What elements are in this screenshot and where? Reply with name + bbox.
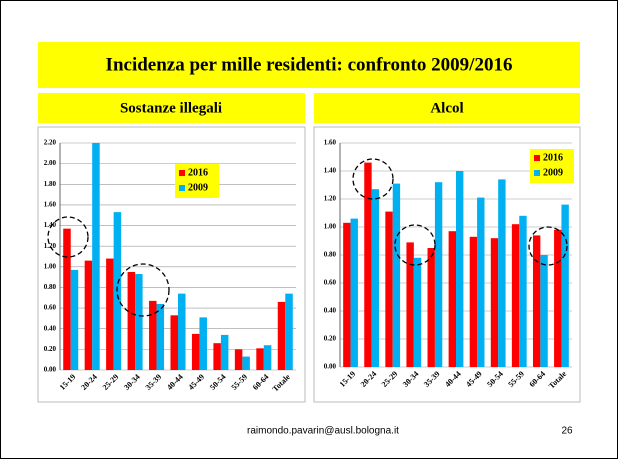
bar xyxy=(92,143,100,370)
legend-swatch xyxy=(179,170,185,176)
bar xyxy=(511,224,520,367)
bar xyxy=(178,293,186,370)
y-tick-label: 1.20 xyxy=(44,242,57,250)
chart-title: Alcol xyxy=(430,100,463,116)
legend-label: 2009 xyxy=(543,167,563,178)
y-tick-label: 1.00 xyxy=(44,262,57,270)
y-tick-label: 1.40 xyxy=(44,221,57,229)
bar xyxy=(532,235,541,367)
bar xyxy=(156,303,165,370)
bar xyxy=(434,182,443,367)
bar xyxy=(477,197,485,367)
bar xyxy=(364,162,372,367)
highlight-circle xyxy=(47,216,89,258)
bar xyxy=(385,211,393,367)
bar xyxy=(540,255,548,367)
legend-box xyxy=(175,164,219,198)
bar xyxy=(343,222,351,367)
bar xyxy=(371,189,380,367)
y-tick-label: 1.40 xyxy=(324,167,337,175)
bar xyxy=(427,248,435,367)
y-tick-label: 1.80 xyxy=(44,180,57,188)
y-tick-label: 0.80 xyxy=(44,283,57,291)
bar xyxy=(519,215,527,367)
subtitle-box xyxy=(38,93,305,123)
highlight-circle xyxy=(352,158,394,200)
y-tick-label: 0.80 xyxy=(324,251,337,259)
title-box xyxy=(38,42,580,88)
bar xyxy=(469,236,478,367)
y-tick-label: 1.60 xyxy=(324,139,337,147)
bar xyxy=(191,333,200,370)
highlight-circle xyxy=(528,226,568,266)
chart-title: Sostanze illegali xyxy=(120,100,222,116)
y-tick-label: 1.60 xyxy=(44,201,57,209)
bar xyxy=(285,293,293,370)
legend-label: 2009 xyxy=(188,182,208,193)
highlight-circle xyxy=(394,224,436,266)
y-tick-label: 1.00 xyxy=(324,223,337,231)
y-tick-label: 0.60 xyxy=(44,304,57,312)
bar xyxy=(84,260,93,370)
legend-swatch xyxy=(179,185,185,191)
bar xyxy=(220,334,229,370)
bar xyxy=(149,300,157,370)
y-tick-label: 0.00 xyxy=(324,363,337,371)
legend-swatch xyxy=(534,170,540,176)
y-tick-label: 0.60 xyxy=(324,279,337,287)
subtitle-box xyxy=(314,93,580,123)
y-tick-label: 0.20 xyxy=(44,345,57,353)
bar xyxy=(392,183,401,367)
bar xyxy=(135,274,143,370)
y-tick-label: 0.00 xyxy=(44,366,57,374)
bar xyxy=(106,258,114,370)
bar xyxy=(70,269,79,370)
legend-swatch xyxy=(534,155,540,161)
bar xyxy=(350,218,358,367)
footer: raimondo.pavarin@ausl.bologna.it xyxy=(247,426,399,437)
bar xyxy=(554,229,562,367)
bar xyxy=(498,179,506,367)
bar xyxy=(413,257,422,367)
bar xyxy=(456,171,464,367)
y-tick-label: 0.20 xyxy=(324,335,337,343)
legend-label: 2016 xyxy=(188,167,208,178)
y-tick-label: 2.20 xyxy=(44,139,57,147)
legend-box xyxy=(530,149,574,183)
slide-title: Incidenza per mille residenti: confronto… xyxy=(106,54,513,75)
bar xyxy=(127,271,136,370)
bar xyxy=(199,317,207,370)
bar xyxy=(561,204,569,367)
bar xyxy=(256,348,264,370)
bar xyxy=(448,231,456,367)
bar xyxy=(490,238,499,367)
highlight-circle xyxy=(116,263,170,317)
bar xyxy=(63,228,71,370)
y-tick-label: 1.20 xyxy=(324,195,337,203)
y-tick-label: 0.40 xyxy=(44,324,57,332)
y-tick-label: 0.40 xyxy=(324,307,337,315)
bar xyxy=(234,349,243,370)
bar xyxy=(213,343,221,370)
y-tick-label: 2.00 xyxy=(44,159,57,167)
bar xyxy=(242,356,250,370)
legend-label: 2016 xyxy=(543,152,563,163)
bar xyxy=(406,242,414,367)
bar xyxy=(263,345,272,370)
bar xyxy=(277,301,286,370)
bar xyxy=(170,315,178,370)
page-number: 26 xyxy=(561,426,573,437)
